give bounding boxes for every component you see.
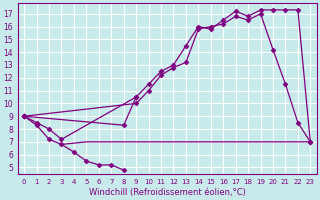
X-axis label: Windchill (Refroidissement éolien,°C): Windchill (Refroidissement éolien,°C) [89,188,246,197]
